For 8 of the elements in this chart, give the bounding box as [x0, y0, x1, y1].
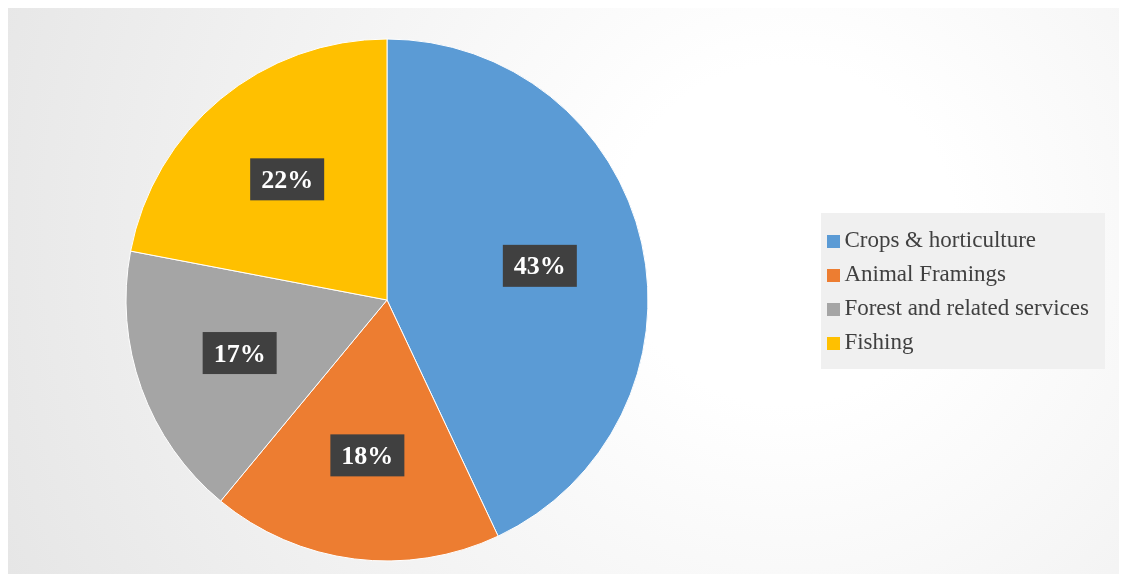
data-label: 17%: [213, 338, 266, 368]
legend-label: Crops & horticulture: [844, 227, 1037, 252]
legend-label: Fishing: [844, 329, 914, 354]
legend-label: Animal Framings: [844, 261, 1007, 286]
data-label: 43%: [513, 251, 566, 281]
legend-label: Forest and related services: [844, 295, 1089, 320]
data-label: 18%: [341, 440, 394, 470]
data-label: 22%: [261, 164, 314, 194]
